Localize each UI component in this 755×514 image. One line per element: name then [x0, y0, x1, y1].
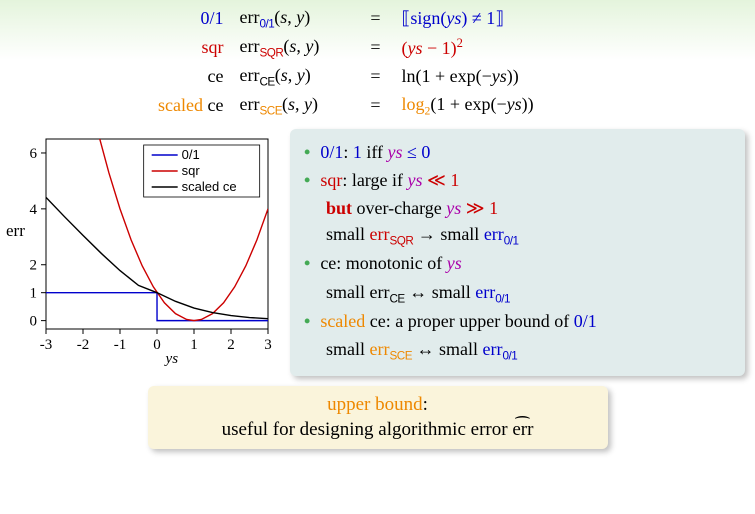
bullet-subtext: small errSQR → small err0/1: [326, 221, 731, 251]
svg-text:3: 3: [264, 337, 272, 353]
eq-label: sqr: [94, 34, 224, 61]
bullet-item: • scaled ce: a proper upper bound of 0/1: [304, 308, 731, 334]
eq-func: errSCE(s, y): [240, 91, 350, 120]
eq-equals: =: [366, 5, 386, 32]
eq-label: ce: [94, 63, 224, 90]
svg-text:1: 1: [190, 337, 198, 353]
svg-text:6: 6: [30, 146, 38, 162]
svg-text:scaled ce: scaled ce: [182, 179, 237, 194]
eq-label: scaled ce: [94, 92, 224, 119]
bottom-line2-prefix: useful for designing algorithmic error: [222, 419, 513, 440]
bullet-subtext: but over-charge ys ≫ 1: [326, 195, 731, 221]
svg-text:1: 1: [30, 285, 38, 301]
eq-rhs: ⟦sign(ys) ≠ 1⟧: [402, 5, 662, 32]
bullet-dot: •: [304, 250, 310, 276]
equations-block: 0/1 err0/1(s, y) = ⟦sign(ys) ≠ 1⟧ sqr er…: [0, 0, 755, 121]
chart-svg: -3 -2 -1 0 1 2 3 0 1 2 4 6 ys 0/1sqrscaled ce: [10, 129, 280, 369]
bullet-dot: •: [304, 139, 310, 165]
svg-text:ys: ys: [164, 351, 179, 367]
eq-func: errCE(s, y): [240, 62, 350, 91]
svg-text:sqr: sqr: [182, 163, 201, 178]
side-panel: • 0/1: 1 iff ys ≤ 0• sqr: large if ys ≪ …: [290, 129, 745, 376]
bullet-item: • ce: monotonic of ys: [304, 250, 731, 276]
bullet-subtext: small errCE ↔ small err0/1: [326, 279, 731, 309]
bullet-text: sqr: large if ys ≪ 1: [320, 167, 731, 193]
svg-text:2: 2: [227, 337, 235, 353]
svg-text:0: 0: [153, 337, 161, 353]
bullet-text: 0/1: 1 iff ys ≤ 0: [320, 139, 731, 165]
bullet-item: • sqr: large if ys ≪ 1: [304, 167, 731, 193]
bullet-dot: •: [304, 167, 310, 193]
bullet-item: • 0/1: 1 iff ys ≤ 0: [304, 139, 731, 165]
bottom-line1: upper bound: [327, 394, 423, 415]
eq-equals: =: [366, 34, 386, 61]
bottom-box: upper bound: useful for designing algori…: [148, 386, 608, 449]
bullet-dot: •: [304, 308, 310, 334]
svg-text:-1: -1: [114, 337, 127, 353]
svg-text:4: 4: [30, 201, 38, 217]
svg-text:-3: -3: [40, 337, 53, 353]
eq-rhs: (ys − 1)2: [402, 34, 662, 62]
err-hat: err: [512, 417, 533, 443]
bullet-text: scaled ce: a proper upper bound of 0/1: [320, 308, 731, 334]
svg-text:2: 2: [30, 257, 38, 273]
bullet-subtext: small errSCE ↔ small err0/1: [326, 336, 731, 366]
eq-equals: =: [366, 63, 386, 90]
eq-func: err0/1(s, y): [240, 4, 350, 33]
eq-label: 0/1: [94, 5, 224, 32]
svg-text:-2: -2: [77, 337, 90, 353]
eq-equals: =: [366, 92, 386, 119]
loss-chart: err -3-2-1012301246ys0/1sqrscaled ce: [10, 129, 280, 369]
svg-text:0/1: 0/1: [182, 147, 200, 162]
eq-rhs: ln(1 + exp(−ys)): [402, 63, 662, 90]
svg-text:0: 0: [30, 313, 38, 329]
bullet-text: ce: monotonic of ys: [320, 250, 731, 276]
eq-rhs: log2(1 + exp(−ys)): [402, 91, 662, 120]
eq-func: errSQR(s, y): [240, 33, 350, 62]
